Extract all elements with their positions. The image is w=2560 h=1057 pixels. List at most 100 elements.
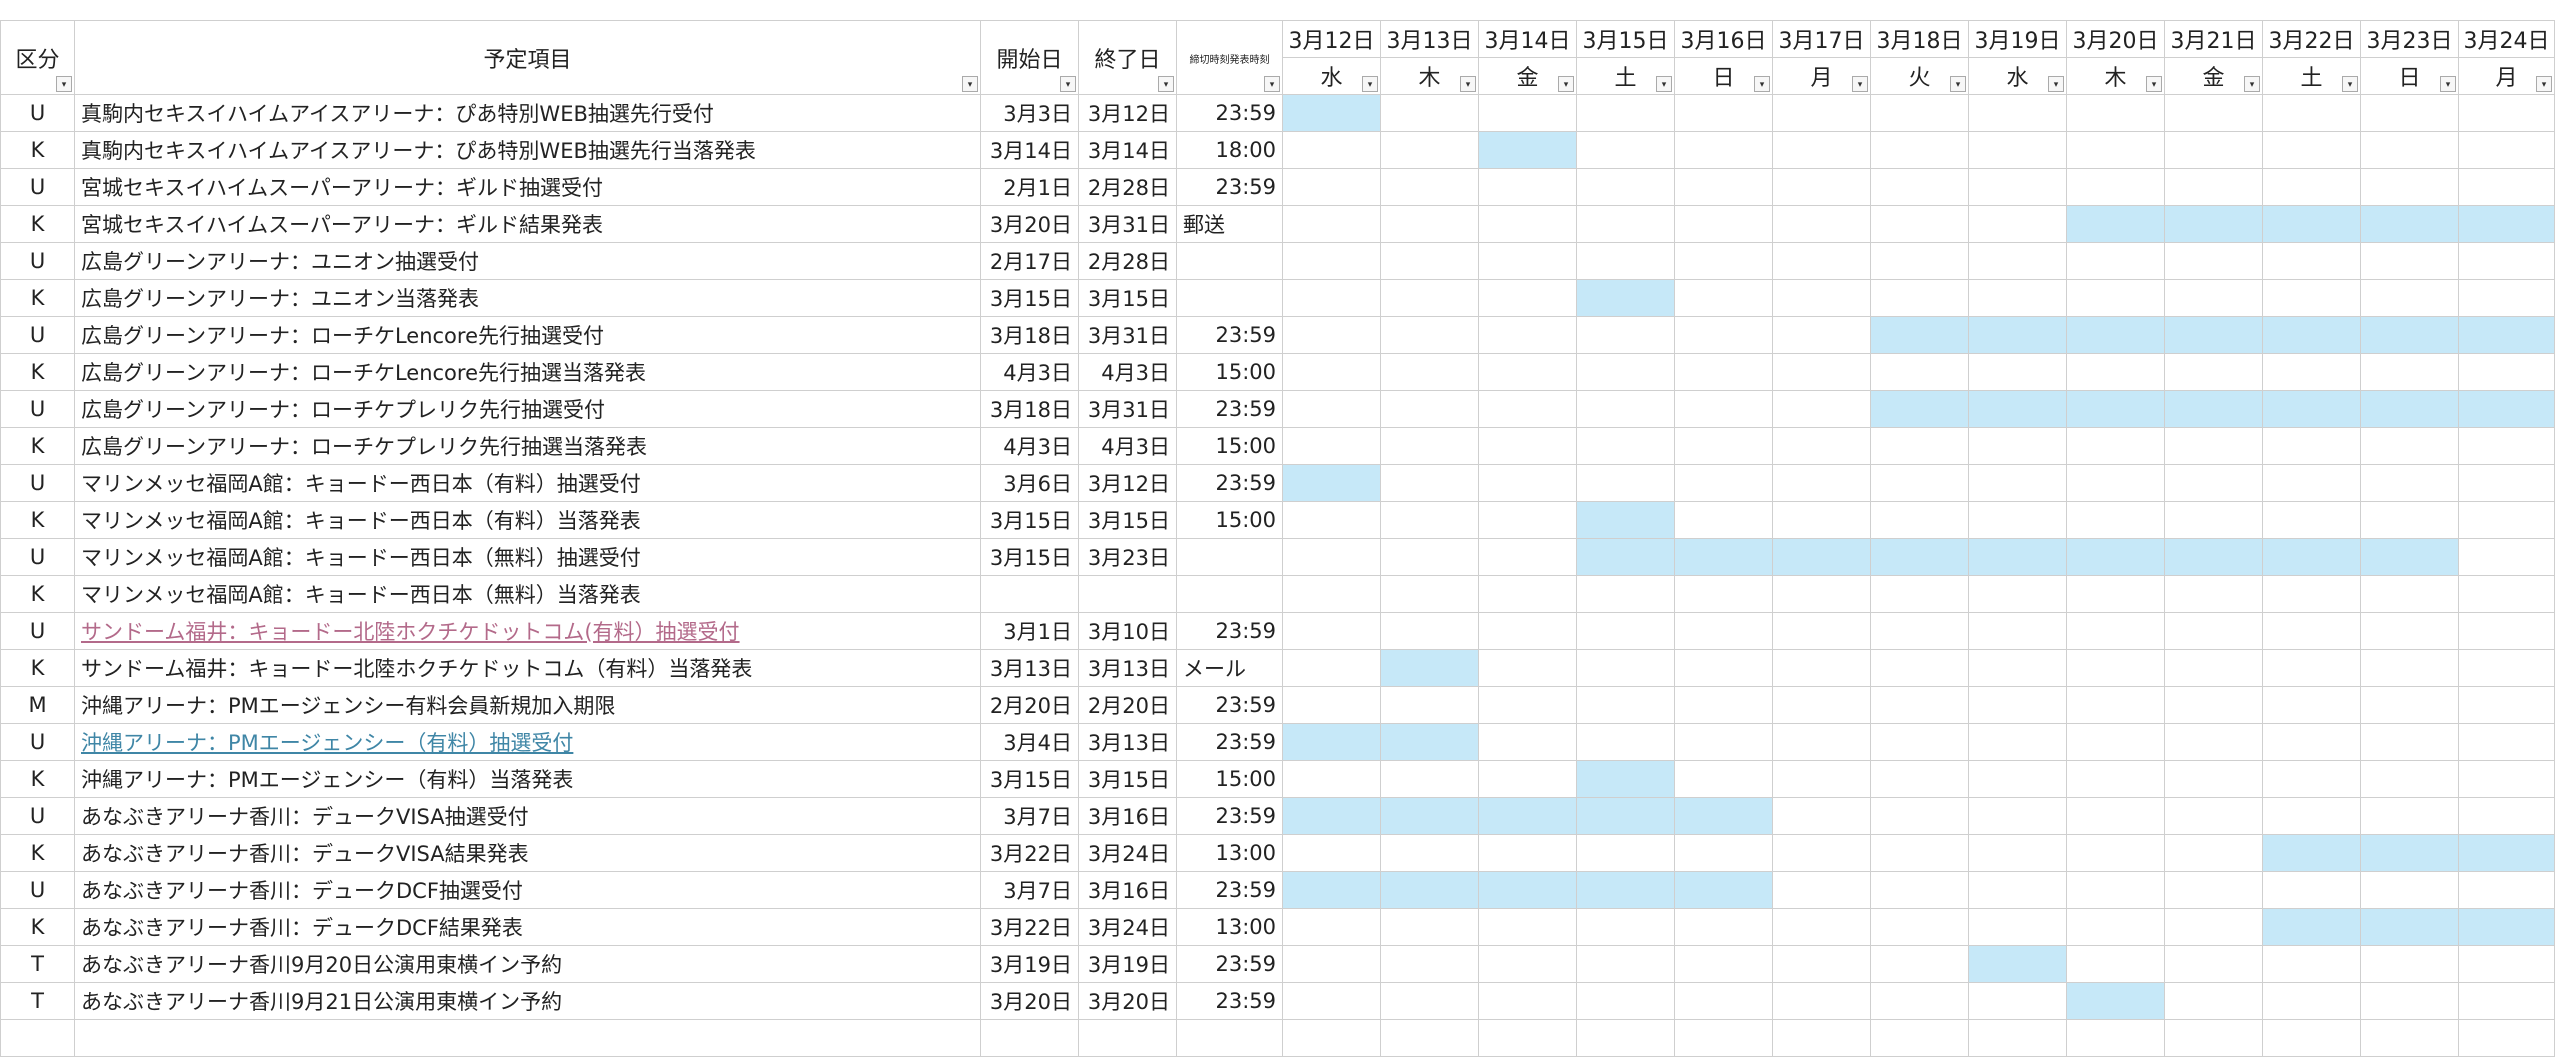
item-cell[interactable]: あなぶきアリーナ香川：デュークVISA抽選受付 — [74, 797, 981, 835]
item-cell[interactable]: 広島グリーンアリーナ：ローチケLencore先行抽選受付 — [74, 316, 981, 354]
calendar-cell[interactable] — [2458, 945, 2555, 983]
time-cell[interactable]: 23:59 — [1176, 612, 1283, 650]
calendar-cell[interactable] — [1576, 686, 1675, 724]
calendar-cell[interactable] — [1282, 908, 1381, 946]
time-cell[interactable]: 23:59 — [1176, 945, 1283, 983]
start-date-cell[interactable]: 3月20日 — [980, 205, 1079, 243]
time-cell[interactable]: 郵送 — [1176, 205, 1283, 243]
calendar-cell[interactable] — [1576, 390, 1675, 428]
calendar-cell[interactable] — [2458, 649, 2555, 687]
calendar-cell[interactable] — [1968, 501, 2067, 539]
calendar-cell[interactable] — [1870, 982, 1969, 1020]
end-date-cell[interactable]: 4月3日 — [1078, 353, 1177, 391]
item-cell[interactable]: 広島グリーンアリーナ：ユニオン抽選受付 — [74, 242, 981, 280]
item-cell[interactable]: 宮城セキスイハイムスーパーアリーナ：ギルド結果発表 — [74, 205, 981, 243]
calendar-cell[interactable] — [2164, 353, 2263, 391]
calendar-cell[interactable] — [1380, 279, 1479, 317]
calendar-cell[interactable] — [1772, 168, 1871, 206]
calendar-cell[interactable] — [2066, 131, 2165, 169]
empty-cell[interactable] — [1772, 1019, 1871, 1057]
calendar-cell[interactable] — [1674, 242, 1773, 280]
header-deadline[interactable]: 締切時刻発表時刻 ▾ — [1176, 20, 1283, 95]
time-cell[interactable]: 13:00 — [1176, 908, 1283, 946]
calendar-cell[interactable] — [2262, 908, 2361, 946]
end-date-cell[interactable]: 3月15日 — [1078, 501, 1177, 539]
calendar-cell[interactable] — [1968, 834, 2067, 872]
calendar-cell[interactable] — [2262, 723, 2361, 761]
calendar-cell[interactable] — [2164, 908, 2263, 946]
calendar-cell[interactable] — [2066, 501, 2165, 539]
kubun-cell[interactable]: K — [0, 279, 75, 317]
empty-cell[interactable] — [2262, 1019, 2361, 1057]
item-cell[interactable]: マリンメッセ福岡A館：キョードー西日本（無料）抽選受付 — [74, 538, 981, 576]
filter-dropdown-icon[interactable]: ▾ — [2536, 76, 2552, 92]
calendar-cell[interactable] — [1282, 464, 1381, 502]
calendar-cell[interactable] — [1576, 612, 1675, 650]
calendar-cell[interactable] — [2458, 94, 2555, 132]
calendar-cell[interactable] — [2066, 168, 2165, 206]
calendar-cell[interactable] — [2066, 464, 2165, 502]
calendar-cell[interactable] — [1772, 686, 1871, 724]
calendar-cell[interactable] — [1576, 168, 1675, 206]
calendar-cell[interactable] — [2458, 131, 2555, 169]
kubun-cell[interactable]: K — [0, 649, 75, 687]
calendar-cell[interactable] — [2360, 131, 2459, 169]
empty-cell[interactable] — [2458, 1019, 2555, 1057]
calendar-cell[interactable] — [1968, 871, 2067, 909]
kubun-cell[interactable]: U — [0, 612, 75, 650]
calendar-cell[interactable] — [1576, 205, 1675, 243]
filter-dropdown-icon[interactable]: ▾ — [1852, 76, 1868, 92]
calendar-cell[interactable] — [1772, 538, 1871, 576]
time-cell[interactable]: 23:59 — [1176, 94, 1283, 132]
empty-cell[interactable] — [1176, 1019, 1283, 1057]
calendar-cell[interactable] — [1282, 279, 1381, 317]
weekday-header[interactable]: 火 ▾ — [1870, 57, 1969, 95]
calendar-cell[interactable] — [1380, 205, 1479, 243]
calendar-cell[interactable] — [1674, 94, 1773, 132]
kubun-cell[interactable]: U — [0, 316, 75, 354]
calendar-cell[interactable] — [2262, 686, 2361, 724]
start-date-cell[interactable]: 3月3日 — [980, 94, 1079, 132]
calendar-cell[interactable] — [1380, 575, 1479, 613]
calendar-cell[interactable] — [1576, 908, 1675, 946]
calendar-cell[interactable] — [1576, 871, 1675, 909]
calendar-cell[interactable] — [1576, 427, 1675, 465]
kubun-cell[interactable]: K — [0, 575, 75, 613]
end-date-cell[interactable]: 3月31日 — [1078, 390, 1177, 428]
kubun-cell[interactable]: U — [0, 538, 75, 576]
item-cell[interactable]: あなぶきアリーナ香川9月20日公演用東横イン予約 — [74, 945, 981, 983]
calendar-cell[interactable] — [1576, 575, 1675, 613]
calendar-cell[interactable] — [1478, 686, 1577, 724]
calendar-cell[interactable] — [1478, 168, 1577, 206]
end-date-cell[interactable]: 2月20日 — [1078, 686, 1177, 724]
kubun-cell[interactable]: T — [0, 945, 75, 983]
calendar-cell[interactable] — [1772, 427, 1871, 465]
calendar-cell[interactable] — [2360, 205, 2459, 243]
kubun-cell[interactable]: U — [0, 168, 75, 206]
item-cell[interactable]: あなぶきアリーナ香川9月21日公演用東横イン予約 — [74, 982, 981, 1020]
calendar-cell[interactable] — [1282, 575, 1381, 613]
calendar-cell[interactable] — [2066, 797, 2165, 835]
calendar-cell[interactable] — [1674, 538, 1773, 576]
header-start[interactable]: 開始日 ▾ — [980, 20, 1079, 95]
calendar-cell[interactable] — [2066, 871, 2165, 909]
calendar-cell[interactable] — [2458, 871, 2555, 909]
calendar-cell[interactable] — [1478, 649, 1577, 687]
calendar-cell[interactable] — [1282, 649, 1381, 687]
calendar-cell[interactable] — [2262, 797, 2361, 835]
calendar-cell[interactable] — [1870, 205, 1969, 243]
calendar-cell[interactable] — [2458, 612, 2555, 650]
item-cell[interactable]: サンドーム福井：キョードー北陸ホクチケドットコム（有料）当落発表 — [74, 649, 981, 687]
end-date-cell[interactable]: 3月13日 — [1078, 649, 1177, 687]
calendar-cell[interactable] — [2066, 205, 2165, 243]
calendar-cell[interactable] — [1478, 760, 1577, 798]
calendar-cell[interactable] — [2164, 723, 2263, 761]
calendar-cell[interactable] — [1380, 686, 1479, 724]
calendar-cell[interactable] — [1282, 501, 1381, 539]
start-date-cell[interactable]: 3月22日 — [980, 834, 1079, 872]
calendar-cell[interactable] — [1674, 575, 1773, 613]
calendar-cell[interactable] — [2164, 982, 2263, 1020]
calendar-cell[interactable] — [2066, 760, 2165, 798]
item-cell[interactable]: 広島グリーンアリーナ：ローチケプレリク先行抽選受付 — [74, 390, 981, 428]
calendar-cell[interactable] — [1380, 168, 1479, 206]
